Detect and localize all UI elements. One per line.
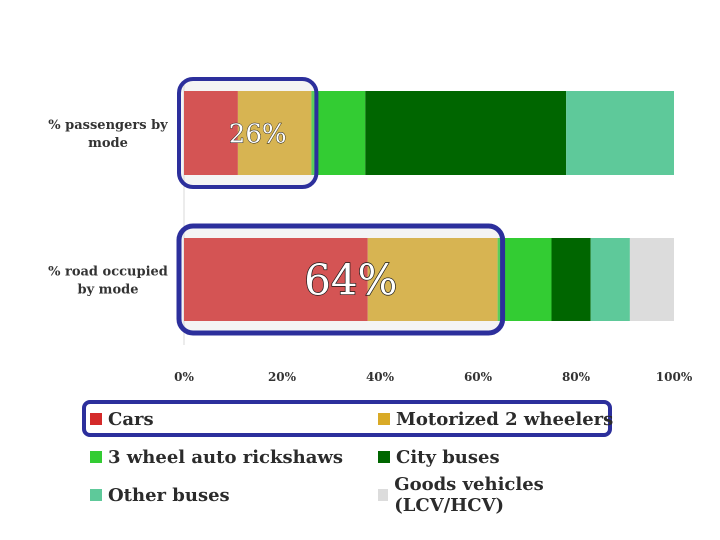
legend-swatch <box>90 413 102 425</box>
legend-item: 3 wheel auto rickshaws <box>90 442 343 472</box>
legend-item: Motorized 2 wheelers <box>378 404 613 434</box>
bar-cars-row-0 <box>184 91 238 175</box>
legend-label: Cars <box>108 408 154 430</box>
annotation-box-1 <box>176 223 506 336</box>
legend-swatch <box>378 413 390 425</box>
legend-highlight-box <box>82 400 612 437</box>
category-label-row-1: % road occupied <box>48 265 168 280</box>
category-label-row-0: mode <box>88 136 128 151</box>
legend-swatch <box>378 451 390 463</box>
bar-motorized-2-wheelers-row-1 <box>367 238 498 321</box>
annotation-box-0 <box>177 77 319 189</box>
legend-swatch <box>90 489 102 501</box>
bar-3-wheel-auto-rickshaws-row-0 <box>311 91 366 175</box>
legend-label: 3 wheel auto rickshaws <box>108 446 343 468</box>
legend-item: City buses <box>378 442 500 472</box>
bar-3-wheel-auto-rickshaws-row-1 <box>497 238 552 321</box>
bar-cars-row-1 <box>184 238 368 321</box>
category-label-row-0: % passengers by <box>48 118 168 133</box>
legend-label: City buses <box>396 446 500 468</box>
legend-label: Other buses <box>108 484 230 506</box>
annotation-label-1: 64% <box>304 256 397 305</box>
x-tick-label: 80% <box>562 370 591 384</box>
legend-swatch <box>90 451 102 463</box>
legend-swatch <box>378 489 389 501</box>
bar-city-buses-row-0 <box>365 91 567 175</box>
legend-item: Goods vehicles (LCV/HCV) <box>378 474 620 516</box>
legend-item: Other buses <box>90 480 230 510</box>
x-tick-label: 20% <box>268 370 297 384</box>
category-label-row-1: by mode <box>78 283 139 298</box>
bar-other-buses-row-0 <box>566 91 674 175</box>
x-tick-label: 0% <box>174 370 194 384</box>
legend-label: Motorized 2 wheelers <box>396 408 614 430</box>
bar-city-buses-row-1 <box>551 238 591 321</box>
bar-other-buses-row-1 <box>590 238 630 321</box>
x-tick-label: 100% <box>656 370 693 384</box>
x-tick-label: 60% <box>464 370 493 384</box>
legend-label: Goods vehicles (LCV/HCV) <box>394 474 544 516</box>
annotation-label-0: 26% <box>229 119 287 149</box>
bar-goods-vehicles-lcv-hcv-row-1 <box>629 238 674 321</box>
x-tick-label: 40% <box>366 370 395 384</box>
bar-motorized-2-wheelers-row-0 <box>237 91 312 175</box>
legend-item: Cars <box>90 404 154 434</box>
